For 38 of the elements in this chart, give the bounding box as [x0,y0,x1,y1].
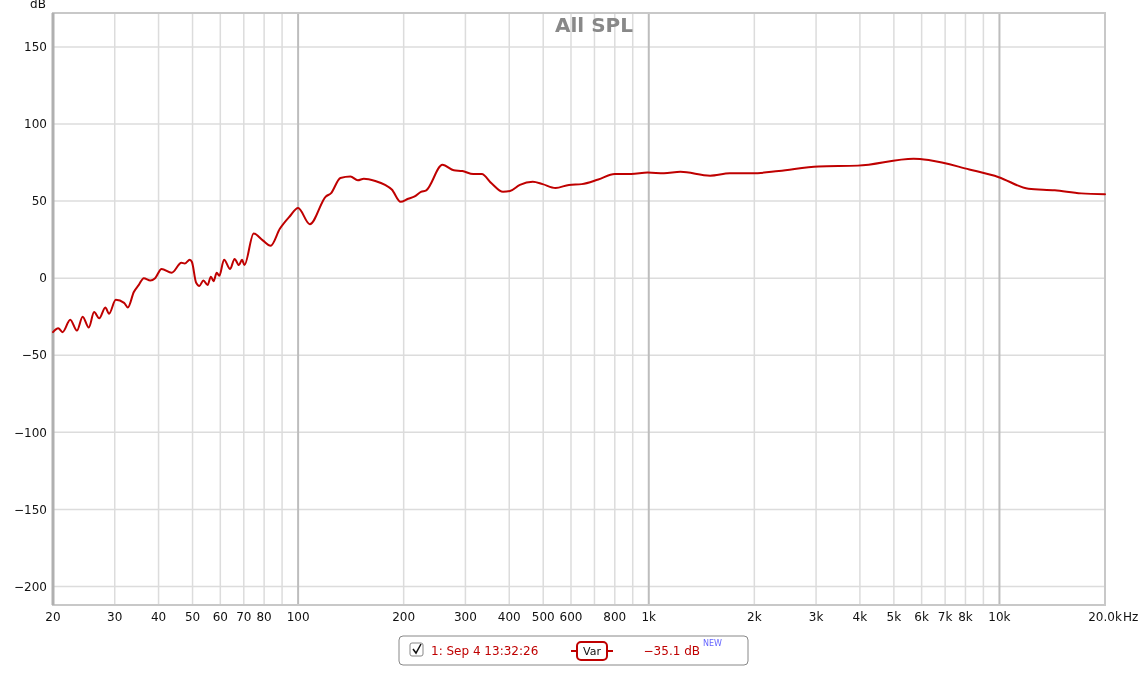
x-tick-label: 800 [603,610,627,624]
x-tick-label: 80 [256,610,272,624]
x-tick-label: 5k [886,610,902,624]
y-tick-label: 100 [24,117,47,132]
x-tick-label: 400 [497,610,521,624]
x-tick-label: 60 [212,610,228,624]
x-tick-label: 10k [988,610,1011,624]
text: 1: Sep 4 13:32:26 [431,644,539,659]
x-tick-label: 200 [392,610,416,624]
text: NEW [703,639,723,648]
x-tick-label: 30 [107,610,123,624]
text: Var [583,644,602,658]
x-tick-label: 40 [150,610,167,624]
y-tick-label: 150 [24,40,47,55]
y-tick-label: −50 [21,348,47,363]
chart-title: All SPL [555,13,634,37]
x-tick-label: 50 [184,610,201,624]
x-tick-label: 600 [559,610,583,624]
x-tick-label: 4k [852,610,868,624]
x-tick-label: 2k [747,610,762,624]
x-tick-label: 7k [937,610,953,624]
x-tick-label: 20 [45,610,61,624]
x-tick-label: 100 [286,610,310,624]
x-tick-label: 1k [641,610,657,624]
x-tick-label: 8k [958,610,973,624]
x-tick-label: 300 [453,610,477,624]
x-tick-label: 20.0k [1088,610,1122,624]
text: −35.1 dB [643,644,700,659]
y-tick-label: −100 [14,425,47,440]
y-tick-label: 50 [31,194,47,209]
x-tick-label: 3k [808,610,824,624]
x-axis-title: Hz [1123,610,1139,624]
x-tick-label: 6k [914,610,929,624]
x-tick-label: 500 [531,610,555,624]
y-tick-label: 0 [39,271,47,286]
y-tick-label: −200 [14,579,47,594]
y-tick-label: −150 [14,502,47,517]
x-tick-label: 70 [236,610,252,624]
